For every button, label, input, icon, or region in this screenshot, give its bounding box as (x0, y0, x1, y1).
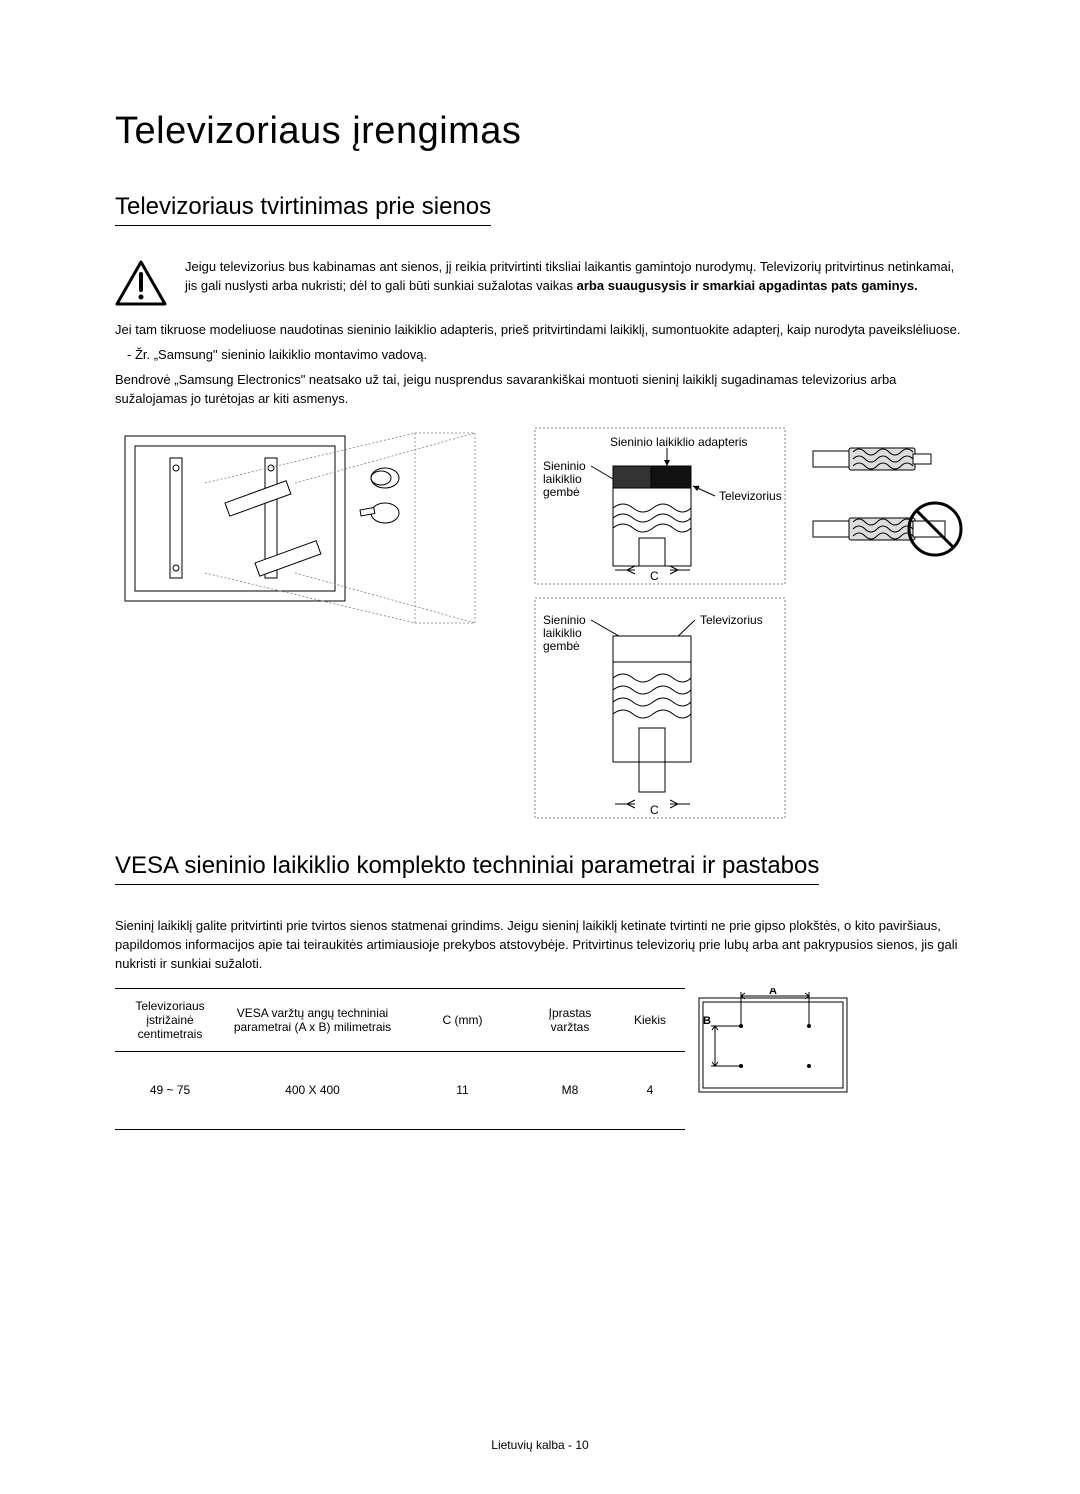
warning-triangle-icon (115, 260, 167, 311)
th-screw: Įprastas varžtas (525, 988, 615, 1051)
page-title: Televizoriaus įrengimas (115, 110, 965, 153)
table-row: 49 ~ 75 400 X 400 11 M8 4 (115, 1051, 685, 1129)
section2-heading: VESA sieninio laikiklio komplekto techni… (115, 852, 819, 885)
warning-p1-bold: arba suaugusysis ir smarkiai apgadintas … (577, 278, 918, 293)
body-p3: Bendrovė „Samsung Electronics" neatsako … (115, 371, 965, 409)
label-adapter: Sieninio laikiklio adapteris (610, 435, 747, 449)
svg-text:Televizorius: Televizorius (700, 613, 763, 627)
td-qty: 4 (615, 1051, 685, 1129)
vesa-table: Televizoriaus įstrižainė centimetrais VE… (115, 988, 685, 1130)
mounting-diagram: Sieninio laikiklio adapteris Sieniniolai… (115, 418, 965, 828)
warning-text: Jeigu televizorius bus kabinamas ant sie… (185, 258, 965, 296)
th-size: Televizoriaus įstrižainė centimetrais (115, 988, 225, 1051)
td-size: 49 ~ 75 (115, 1051, 225, 1129)
svg-text:Sieniniolaikikliogembė: Sieniniolaikikliogembė (543, 613, 586, 653)
svg-text:A: A (769, 988, 777, 997)
th-vesa: VESA varžtų angų techniniai parametrai (… (225, 988, 400, 1051)
vesa-ab-diagram: A B (697, 988, 852, 1088)
svg-text:Televizorius: Televizorius (719, 489, 782, 503)
bullet-1: Žr. „Samsung" sieninio laikiklio montavi… (127, 346, 965, 365)
section1-heading: Televizoriaus tvirtinimas prie sienos (115, 193, 491, 226)
table-header-row: Televizoriaus įstrižainė centimetrais VE… (115, 988, 685, 1051)
body-p2: Jei tam tikruose modeliuose naudotinas s… (115, 321, 965, 340)
section2-p1: Sieninį laikiklį galite pritvirtinti pri… (115, 917, 965, 974)
page-footer: Lietuvių kalba - 10 (0, 1438, 1080, 1452)
vesa-table-wrap: Televizoriaus įstrižainė centimetrais VE… (115, 988, 965, 1130)
svg-text:Sieniniolaikikliogembė: Sieniniolaikikliogembė (543, 459, 586, 499)
svg-text:B: B (703, 1015, 711, 1027)
th-c: C (mm) (400, 988, 525, 1051)
td-screw: M8 (525, 1051, 615, 1129)
warning-block: Jeigu televizorius bus kabinamas ant sie… (115, 258, 965, 311)
svg-text:C: C (650, 569, 659, 583)
td-vesa: 400 X 400 (225, 1051, 400, 1129)
svg-text:C: C (650, 803, 659, 817)
td-c: 11 (400, 1051, 525, 1129)
th-qty: Kiekis (615, 988, 685, 1051)
